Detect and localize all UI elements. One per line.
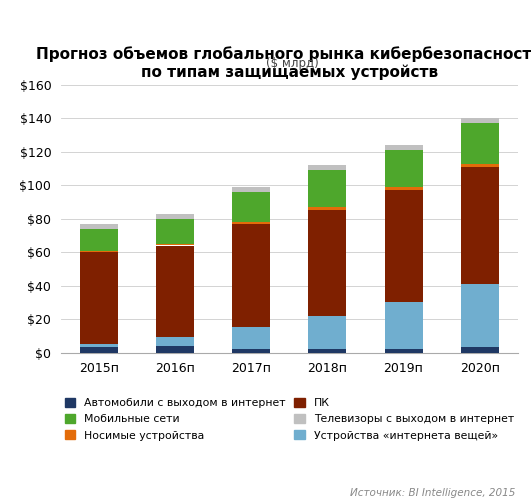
Bar xyxy=(384,190,423,302)
Bar xyxy=(309,349,346,352)
Bar xyxy=(460,167,499,284)
Bar xyxy=(80,252,118,344)
Legend: Автомобили с выходом в интернет, Мобильные сети, Носимые устройства, ПК, Телевиз: Автомобили с выходом в интернет, Мобильн… xyxy=(65,398,514,440)
Bar xyxy=(460,284,499,348)
Title: Прогноз объемов глобального рынка кибербезопасности
по типам защищаемых устройст: Прогноз объемов глобального рынка киберб… xyxy=(37,46,531,80)
Bar xyxy=(233,192,270,222)
Bar xyxy=(156,244,194,246)
Bar xyxy=(460,164,499,167)
Bar xyxy=(80,229,118,250)
Bar xyxy=(384,187,423,190)
Bar xyxy=(80,344,118,348)
Bar xyxy=(156,214,194,219)
Bar xyxy=(309,170,346,207)
Text: ($ млрд): ($ млрд) xyxy=(266,58,319,70)
Bar xyxy=(233,349,270,352)
Bar xyxy=(460,118,499,124)
Bar xyxy=(80,250,118,252)
Bar xyxy=(156,346,194,352)
Bar xyxy=(309,165,346,170)
Bar xyxy=(309,207,346,210)
Bar xyxy=(156,219,194,244)
Bar xyxy=(233,222,270,224)
Bar xyxy=(384,150,423,187)
Bar xyxy=(156,338,194,346)
Bar xyxy=(384,145,423,150)
Bar xyxy=(80,348,118,352)
Bar xyxy=(309,210,346,316)
Bar xyxy=(384,302,423,349)
Bar xyxy=(233,328,270,349)
Bar xyxy=(156,246,194,338)
Bar xyxy=(233,224,270,328)
Bar xyxy=(309,316,346,349)
Bar xyxy=(80,224,118,229)
Bar xyxy=(233,187,270,192)
Bar xyxy=(384,349,423,352)
Text: Источник: BI Intelligence, 2015: Источник: BI Intelligence, 2015 xyxy=(350,488,515,498)
Bar xyxy=(460,348,499,352)
Bar xyxy=(460,124,499,164)
